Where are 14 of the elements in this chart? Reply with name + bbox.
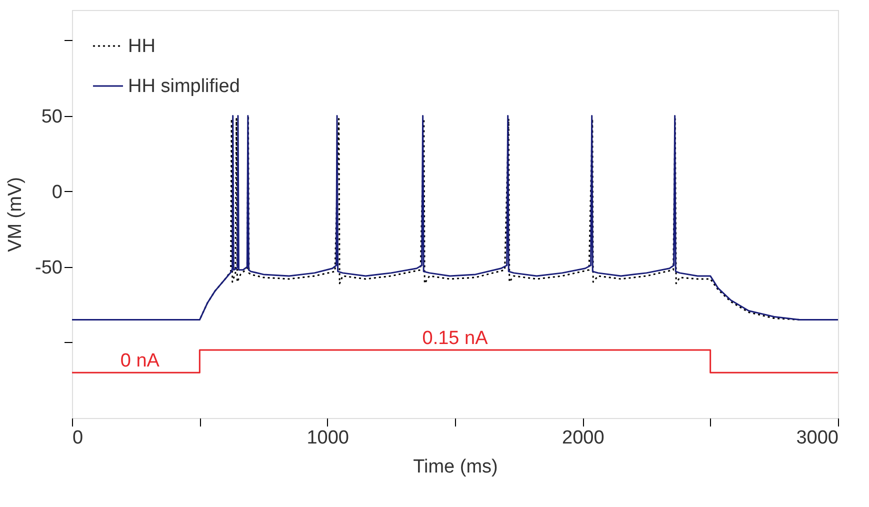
y-tick-label: 50 [41, 106, 62, 128]
annotation: 0.15 nA [422, 328, 488, 349]
annotation: 0 nA [120, 350, 160, 372]
legend-label: HH [128, 36, 156, 57]
y-tick-label: -50 [35, 257, 62, 278]
x-tick-label: 1000 [306, 428, 349, 448]
x-tick-label: 3000 [796, 428, 838, 448]
x-tick-label: 0 [72, 428, 84, 448]
x-axis-title: Time (ms) [413, 456, 498, 478]
y-axis-title: VM (mV) [5, 177, 26, 252]
legend-label: HH simplified [128, 76, 240, 97]
y-tick-label: 0 [52, 182, 62, 203]
x-tick-label: 2000 [562, 428, 604, 448]
line-series [71, 115, 839, 321]
